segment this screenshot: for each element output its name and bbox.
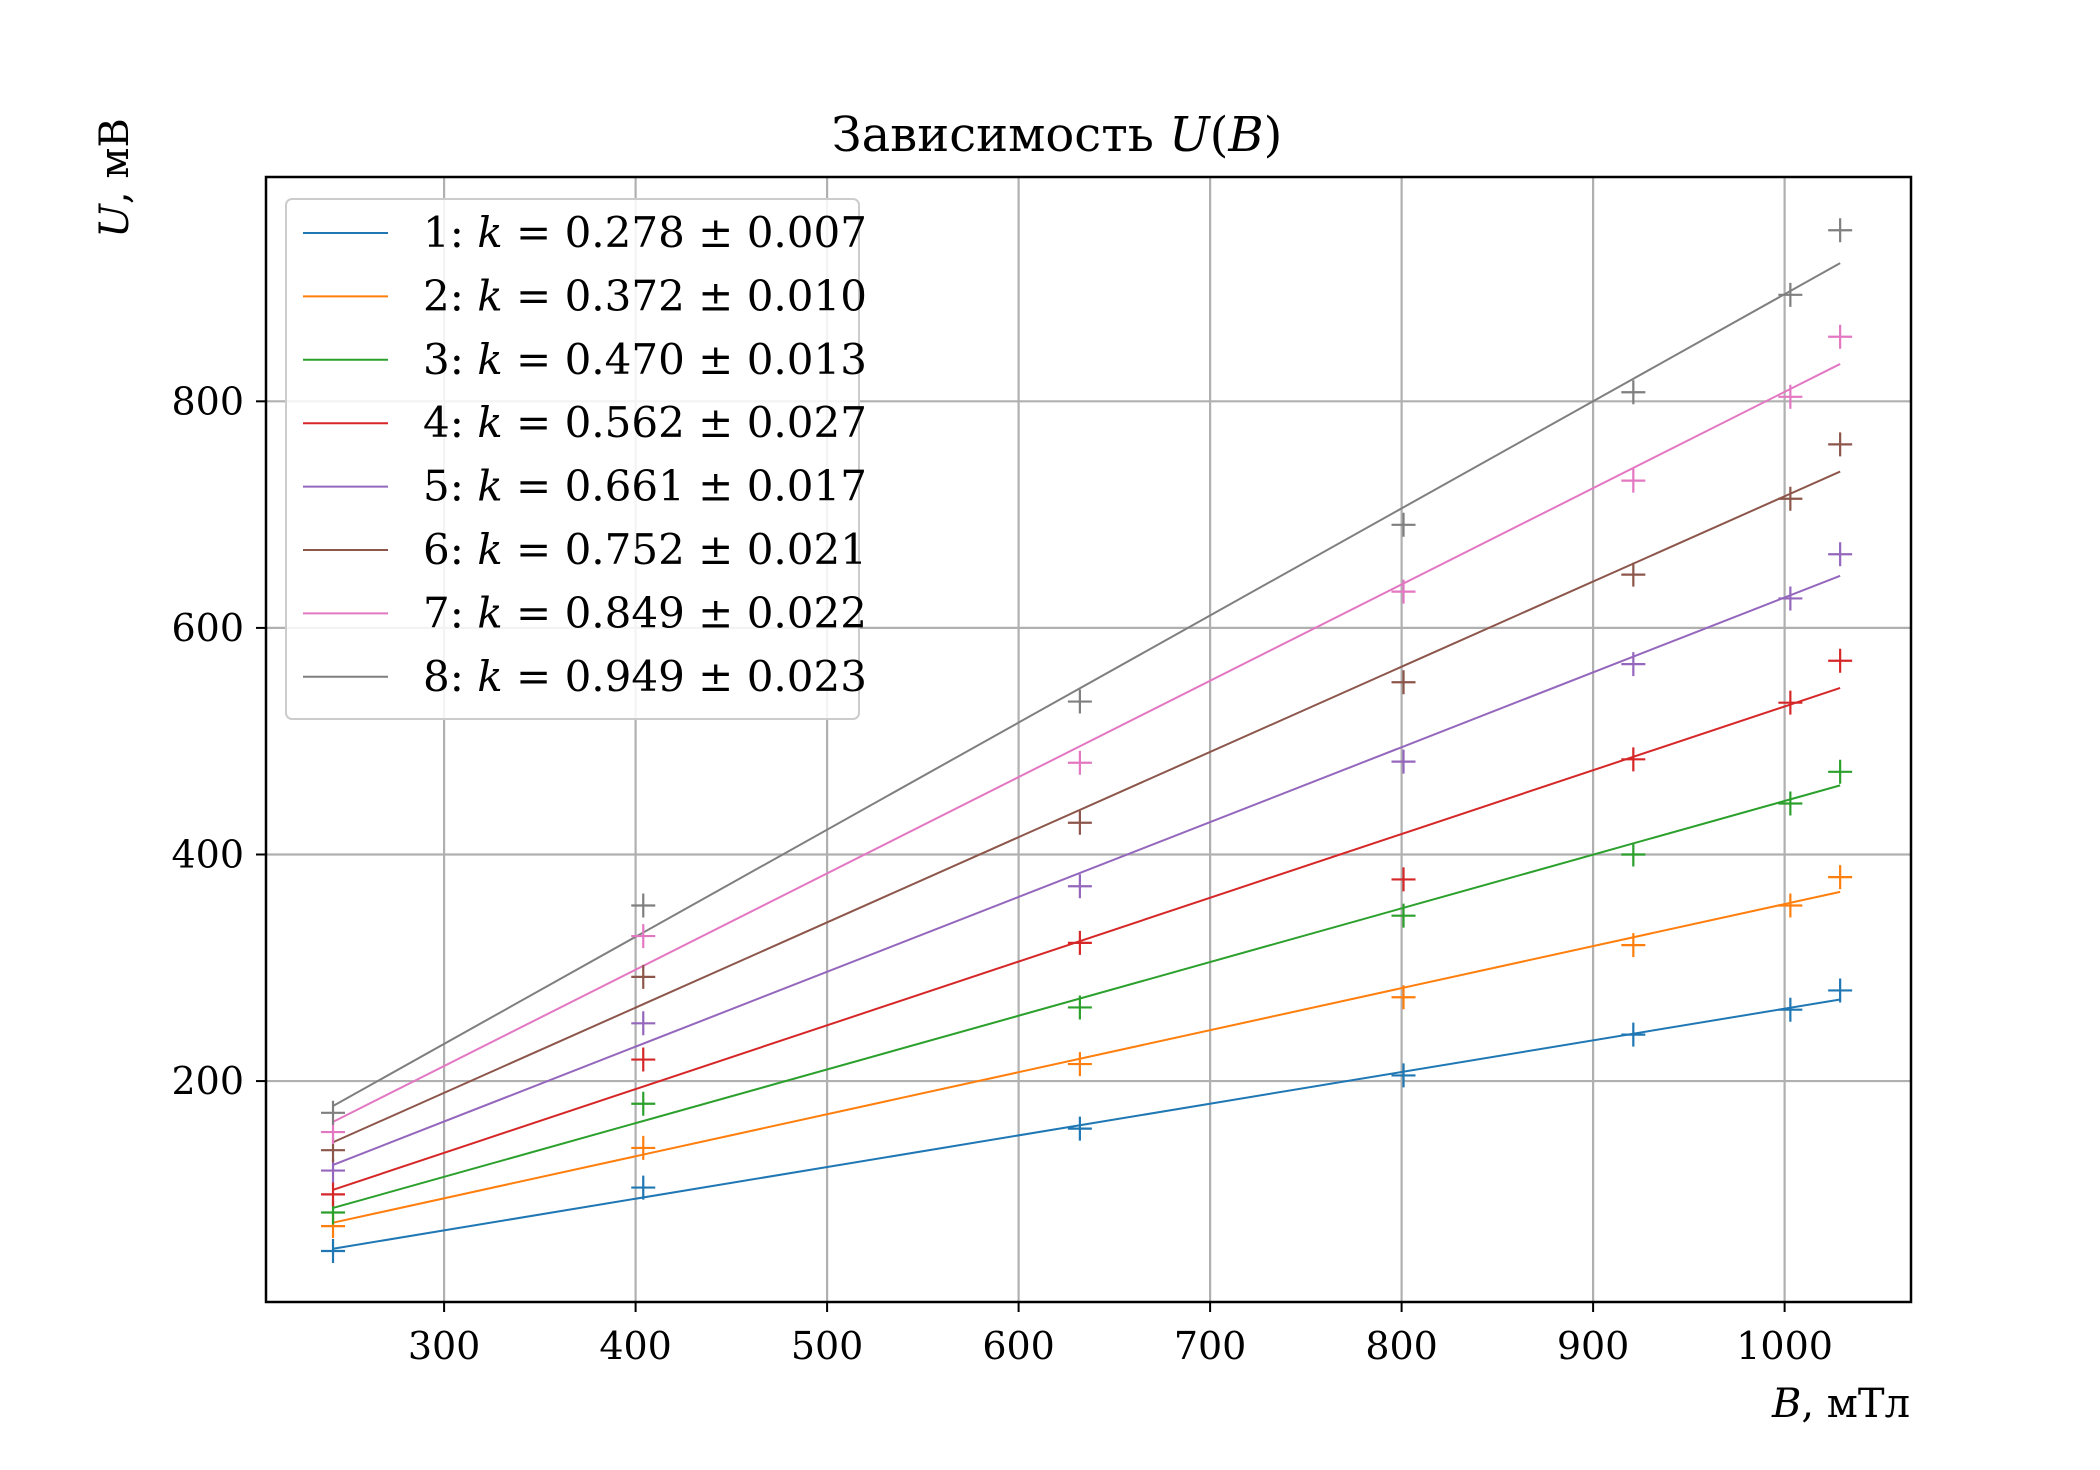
legend: 1: k = 0.278 ± 0.007 2: k = 0.372 ± 0.010…: [285, 198, 867, 720]
x-tick-label: 300: [408, 1324, 481, 1368]
plot-frame: [264, 175, 1913, 1304]
data-point-5: [1621, 652, 1646, 677]
fit-line-7: [332, 363, 1841, 1123]
data-point-3: [1621, 842, 1646, 867]
data-point-3: [631, 1091, 656, 1116]
data-point-4: [631, 1047, 656, 1072]
data-point-6: [1621, 562, 1646, 587]
data-point-5: [1778, 586, 1803, 611]
y-tick-label: 400: [171, 832, 244, 876]
x-tick-label: 600: [982, 1324, 1055, 1368]
fit-line-2: [332, 890, 1841, 1224]
data-point-5: [1067, 874, 1092, 899]
data-point-3: [1828, 759, 1853, 784]
data-point-1: [1391, 1063, 1416, 1088]
y-tick-label: 800: [171, 379, 244, 423]
data-point-8: [1067, 689, 1092, 714]
fit-line-1: [332, 998, 1841, 1250]
fit-line-5: [332, 574, 1841, 1166]
data-markers: [321, 218, 1853, 1264]
data-point-7: [631, 924, 656, 949]
fit-lines: [332, 262, 1841, 1250]
x-tick-label: 900: [1557, 1324, 1630, 1368]
data-point-4: [321, 1182, 346, 1207]
data-point-1: [1828, 978, 1853, 1003]
data-point-1: [321, 1239, 346, 1264]
legend-box: [285, 198, 860, 720]
data-point-5: [1828, 542, 1853, 567]
data-point-1: [631, 1175, 656, 1200]
legend-label-7: 7: k = 0.849 ± 0.022: [423, 588, 867, 637]
data-point-7: [1828, 324, 1853, 349]
fit-line-3: [332, 784, 1841, 1209]
fit-line-8: [332, 262, 1841, 1107]
data-point-5: [1391, 749, 1416, 774]
data-point-4: [1778, 690, 1803, 715]
data-point-2: [1067, 1052, 1092, 1077]
data-point-8: [1391, 512, 1416, 537]
data-point-4: [1621, 747, 1646, 772]
data-point-2: [1391, 985, 1416, 1010]
data-point-2: [1778, 893, 1803, 918]
data-point-1: [1778, 997, 1803, 1022]
x-axis-label: B, мТл: [1771, 1381, 1910, 1427]
data-point-4: [1828, 648, 1853, 673]
data-point-6: [631, 964, 656, 989]
legend-label-2: 2: k = 0.372 ± 0.010: [423, 271, 867, 320]
data-point-4: [1067, 930, 1092, 955]
data-point-7: [1067, 750, 1092, 775]
x-tick-label: 1000: [1736, 1324, 1833, 1368]
data-point-8: [1828, 218, 1853, 243]
chart-title: Зависимость U(B): [832, 107, 1283, 163]
legend-label-6: 6: k = 0.752 ± 0.021: [423, 525, 867, 574]
axis-ticks: 300 400 500 600 700 800 900 1000 200 400 600 800: [171, 379, 1832, 1368]
y-tick-label: 600: [171, 606, 244, 650]
data-point-2: [1828, 865, 1853, 890]
data-point-8: [321, 1100, 346, 1125]
x-tick-label: 500: [791, 1324, 864, 1368]
data-point-6: [1391, 670, 1416, 695]
x-tick-label: 800: [1365, 1324, 1438, 1368]
data-point-6: [1828, 432, 1853, 457]
legend-label-4: 4: k = 0.562 ± 0.027: [423, 398, 867, 447]
data-point-6: [1067, 810, 1092, 835]
data-point-7: [1778, 384, 1803, 409]
legend-label-5: 5: k = 0.661 ± 0.017: [423, 462, 867, 511]
data-point-3: [1778, 791, 1803, 816]
x-tick-label: 700: [1174, 1324, 1247, 1368]
data-point-3: [1067, 995, 1092, 1020]
data-point-7: [1621, 468, 1646, 493]
y-axis-label: U, мВ: [92, 118, 138, 238]
data-point-5: [321, 1158, 346, 1183]
fit-line-4: [332, 687, 1841, 1191]
data-point-6: [1778, 486, 1803, 511]
legend-label-3: 3: k = 0.470 ± 0.013: [423, 335, 867, 384]
data-point-2: [631, 1135, 656, 1160]
legend-label-8: 8: k = 0.949 ± 0.023: [423, 652, 867, 701]
data-point-7: [1391, 579, 1416, 604]
data-point-8: [631, 893, 656, 918]
data-point-1: [1621, 1022, 1646, 1047]
data-point-8: [1621, 380, 1646, 405]
data-point-3: [1391, 903, 1416, 928]
legend-label-1: 1: k = 0.278 ± 0.007: [423, 208, 867, 257]
data-point-8: [1778, 282, 1803, 307]
y-tick-label: 200: [171, 1059, 244, 1103]
x-tick-label: 400: [599, 1324, 672, 1368]
data-point-2: [1621, 933, 1646, 958]
data-point-4: [1391, 867, 1416, 892]
data-point-1: [1067, 1116, 1092, 1141]
fit-line-6: [332, 470, 1841, 1144]
data-point-5: [631, 1011, 656, 1036]
